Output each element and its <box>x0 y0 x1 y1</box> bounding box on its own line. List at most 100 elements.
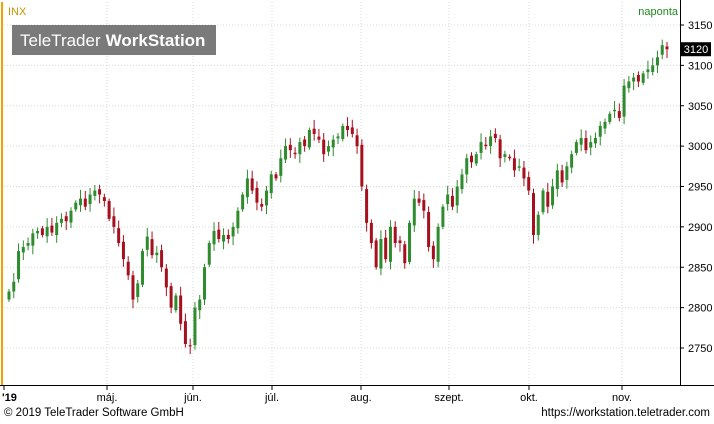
candle-body <box>212 230 216 245</box>
candle-body <box>622 85 626 117</box>
x-tick-label: '19 <box>2 392 17 404</box>
candle-body <box>365 189 369 223</box>
candle-body <box>150 239 154 256</box>
x-tick-label: nov. <box>612 392 632 404</box>
candle-body <box>331 139 335 148</box>
candle-body <box>512 158 516 171</box>
period-label: naponta <box>638 6 679 18</box>
candle-body <box>384 237 388 260</box>
copyright-text: © 2019 TeleTrader Software GmbH <box>4 407 184 419</box>
candle-body <box>589 142 593 148</box>
candle-body <box>489 136 493 147</box>
candle-body <box>441 206 445 227</box>
y-tick-label: 2900 <box>688 222 712 234</box>
candle-body <box>188 345 192 347</box>
x-axis: '19 máj. jún. júl. aug. szept. okt. nov. <box>2 385 632 404</box>
candle-body <box>369 222 373 244</box>
candle-body <box>603 121 607 129</box>
candle-body <box>531 193 535 235</box>
last-price-box <box>681 42 711 57</box>
candlestick-series <box>7 39 669 355</box>
candle-body <box>21 247 25 253</box>
candle-body <box>293 152 297 155</box>
candle-body <box>83 198 87 207</box>
candle-body <box>279 158 283 176</box>
candle-body <box>79 198 83 206</box>
candle-body <box>179 295 183 324</box>
candle-body <box>398 240 402 244</box>
candle-body <box>307 129 311 148</box>
watermark-product: WorkStation <box>106 31 206 50</box>
candle-body <box>40 228 44 235</box>
candle-body <box>241 194 245 210</box>
candle-body <box>655 57 659 66</box>
candle-body <box>527 177 531 191</box>
chart-background <box>0 0 714 404</box>
x-tick-label: aug. <box>350 392 371 404</box>
x-axis-line <box>0 385 714 386</box>
candle-body <box>574 142 578 153</box>
candle-body <box>608 113 612 122</box>
candle-body <box>341 125 345 140</box>
candle-body <box>598 125 602 137</box>
candle-body <box>522 167 526 179</box>
candle-body <box>317 136 321 140</box>
candle-body <box>207 243 211 265</box>
watermark-brand: TeleTrader <box>20 31 101 50</box>
candle-body <box>360 144 364 187</box>
candle-body <box>74 202 78 210</box>
candle-body <box>193 307 197 346</box>
candle-body <box>346 125 350 130</box>
candle-body <box>107 201 111 219</box>
candle-body <box>17 251 21 280</box>
candle-body <box>374 240 378 268</box>
candle-body <box>112 216 116 227</box>
candle-body <box>541 190 545 213</box>
candle-body <box>202 267 206 300</box>
candle-body <box>560 170 564 183</box>
candle-body <box>508 156 512 159</box>
candle-body <box>408 222 412 262</box>
candle-body <box>470 155 474 163</box>
candle-body <box>570 154 574 168</box>
y-tick-label: 3100 <box>688 60 712 72</box>
candle-body <box>174 295 178 311</box>
candle-body <box>198 299 202 311</box>
candle-body <box>660 45 664 55</box>
candle-body <box>503 154 507 157</box>
candle-body <box>460 174 464 190</box>
candle-body <box>579 138 583 145</box>
footer-url: https://workstation.teletrader.com <box>541 407 710 419</box>
candle-body <box>236 210 240 229</box>
candle-body <box>284 146 288 160</box>
candle-body <box>264 190 268 206</box>
y-tick-label: 2750 <box>688 343 712 355</box>
candle-body <box>436 226 440 262</box>
candle-body <box>55 222 59 236</box>
candle-body <box>136 283 140 297</box>
candle-body <box>117 228 121 244</box>
candle-body <box>555 170 559 190</box>
watermark-box <box>12 25 216 55</box>
candle-body <box>164 268 168 288</box>
candle-body <box>141 251 145 285</box>
candle-body <box>102 197 106 202</box>
candle-body <box>31 233 35 246</box>
candle-body <box>584 138 588 151</box>
x-tick-label: okt. <box>520 392 538 404</box>
y-axis-line <box>680 0 681 386</box>
candle-body <box>479 142 483 153</box>
candle-body <box>312 128 316 135</box>
candle-body <box>45 226 49 237</box>
candle-body <box>64 216 68 222</box>
grid-lines <box>4 2 680 385</box>
candle-body <box>12 281 16 292</box>
y-tick-label: 2800 <box>688 303 712 315</box>
candle-body <box>412 198 416 226</box>
x-tick-label: szept. <box>434 392 463 404</box>
candle-body <box>155 252 159 256</box>
candle-body <box>98 189 102 195</box>
candle-body <box>126 261 130 276</box>
candle-body <box>498 139 502 159</box>
